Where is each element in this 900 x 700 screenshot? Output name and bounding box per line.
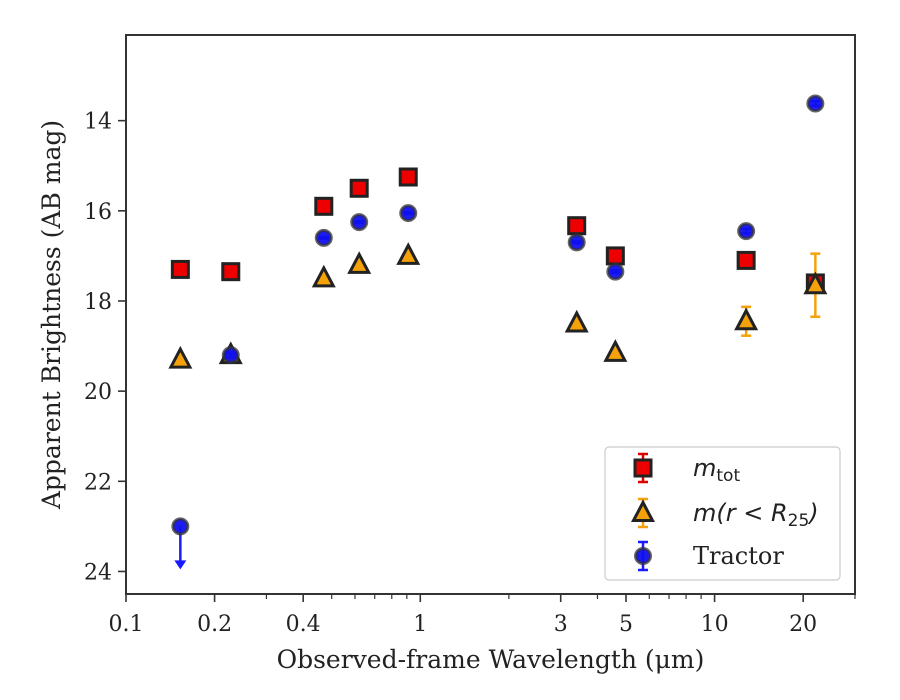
data-point (605, 246, 625, 266)
x-tick-label: 20 (789, 612, 817, 637)
legend-marker (634, 547, 652, 565)
data-point (170, 259, 190, 279)
plot-frame (125, 34, 856, 595)
x-axis-label: Observed-frame Wavelength (μm) (277, 645, 705, 674)
data-point (347, 251, 372, 274)
data-point (349, 178, 369, 198)
data-point (221, 262, 241, 282)
x-tick-label: 10 (701, 612, 729, 637)
data-point (606, 262, 625, 281)
series-2 (171, 94, 825, 570)
y-tick-label: 18 (84, 290, 112, 315)
legend: mtot m(r < R25) Tractor (604, 446, 841, 581)
legend-box (604, 446, 841, 581)
data-point (396, 242, 421, 265)
legend-label: mtot (693, 454, 740, 486)
data-point (567, 233, 586, 252)
data-point (350, 213, 369, 232)
data-point (737, 222, 756, 241)
data-point (399, 204, 418, 223)
legend-marker (633, 458, 653, 478)
x-tick-label: 0.4 (286, 612, 321, 637)
data-point (171, 517, 190, 536)
data-point (734, 307, 759, 331)
y-tick-label: 20 (84, 380, 112, 405)
data-point (311, 264, 336, 288)
x-tick-label: 0.2 (197, 612, 232, 637)
series-1 (168, 242, 828, 369)
data-point (221, 346, 240, 365)
x-tick-label: 5 (619, 612, 633, 637)
data-point (168, 345, 193, 369)
data-point (603, 339, 628, 362)
y-tick-label: 24 (84, 560, 112, 585)
y-tick-label: 16 (84, 200, 112, 225)
x-tick-label: 0.1 (109, 612, 144, 637)
data-point (564, 309, 589, 333)
x-tick-label: 3 (554, 612, 568, 637)
legend-marker (631, 499, 655, 522)
y-tick-label: 14 (84, 110, 112, 135)
data-point (398, 167, 418, 187)
x-tick-label: 1 (413, 612, 427, 637)
data-point (736, 250, 756, 270)
data-point (314, 228, 333, 247)
series-0 (170, 167, 825, 293)
data-point (806, 94, 825, 113)
legend-label: Tractor (693, 542, 784, 570)
legend-label: m(r < R25) (693, 499, 819, 531)
data-point (567, 216, 587, 236)
data-point (803, 271, 828, 295)
y-tick-label: 22 (84, 470, 112, 495)
upper-limit-arrowhead (174, 560, 187, 570)
y-axis-label: Apparent Brightness (AB mag) (37, 120, 66, 510)
data-point (314, 196, 334, 216)
